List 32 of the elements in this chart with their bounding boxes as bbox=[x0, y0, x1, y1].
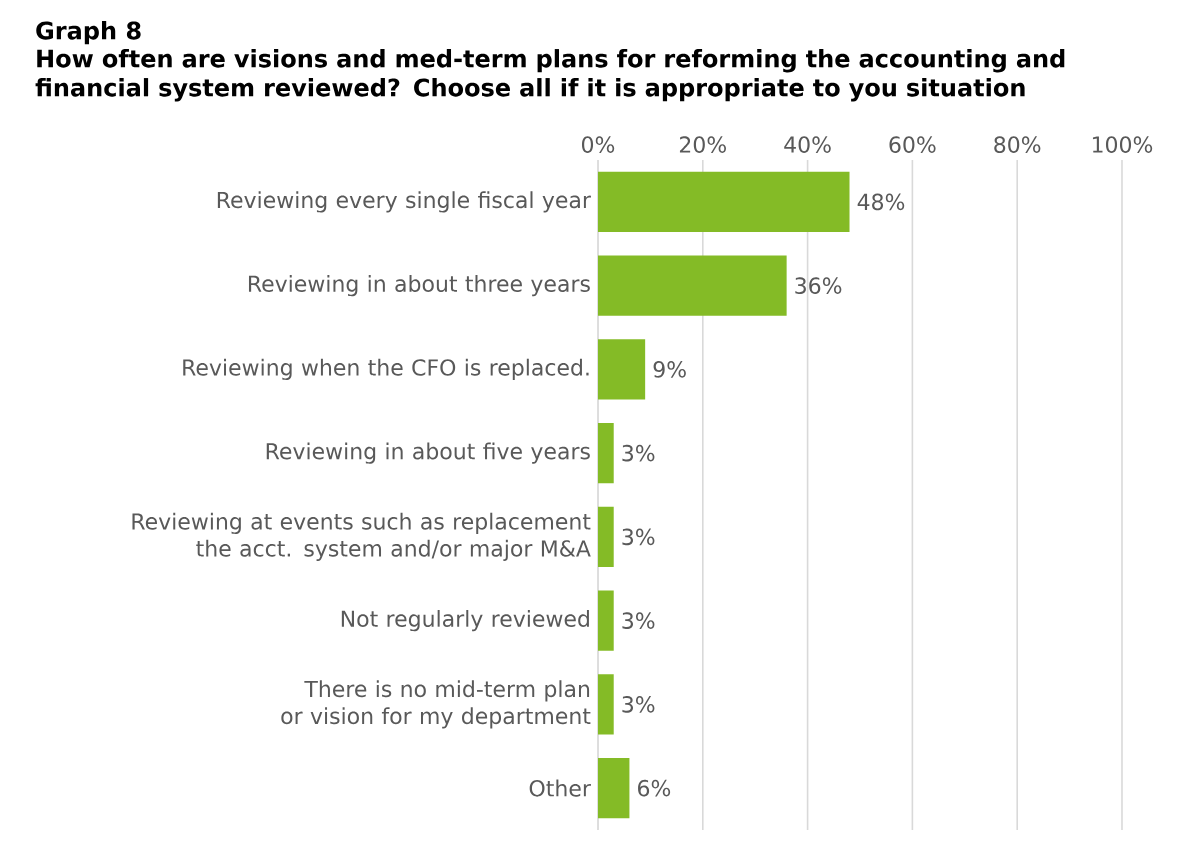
x-tick-label: 100% bbox=[1092, 136, 1153, 153]
x-tick-label: 20% bbox=[679, 136, 726, 153]
y-tick-label: Other bbox=[529, 779, 591, 797]
data-label: 6% bbox=[638, 779, 671, 797]
x-tick-label: 0% bbox=[581, 136, 615, 153]
chart-subtitle: How often are visions and med-term plans for reforming the accounting and financial system reviewed? Choose all if it is appropriate to you situation bbox=[35, 49, 1065, 102]
bar bbox=[597, 171, 850, 233]
y-tick-label: Reviewing in about three years bbox=[248, 274, 590, 297]
y-tick-label: Reviewing when the CFO is replaced. bbox=[183, 358, 589, 381]
data-label: 48% bbox=[857, 193, 905, 211]
data-label: 9% bbox=[653, 361, 686, 378]
y-tick-label: Reviewing every single fiscal year bbox=[217, 191, 591, 213]
data-label: 3% bbox=[622, 528, 655, 546]
bar bbox=[597, 255, 787, 316]
data-label: 3% bbox=[622, 612, 655, 629]
y-tick-label: There is no mid-term plan or vision for my department bbox=[281, 680, 591, 729]
x-tick-label: 60% bbox=[889, 136, 936, 153]
text: Graph 8 bbox=[36, 21, 141, 45]
bar bbox=[597, 757, 630, 819]
bar bbox=[597, 422, 614, 484]
bar bbox=[597, 339, 646, 400]
y-tick-label: Reviewing at events such as replacement the acct. system and/or major M&A bbox=[132, 512, 591, 562]
data-label: 3% bbox=[622, 444, 655, 462]
bar bbox=[597, 674, 614, 735]
y-tick-label: Not regularly reviewed bbox=[341, 609, 589, 632]
data-label: 3% bbox=[622, 696, 655, 713]
x-tick-label: 80% bbox=[994, 136, 1041, 153]
x-tick-label: 40% bbox=[784, 136, 831, 153]
data-label: 36% bbox=[795, 277, 842, 294]
bar bbox=[597, 590, 614, 651]
bar bbox=[597, 506, 614, 568]
y-tick-label: Reviewing in about five years bbox=[266, 442, 590, 464]
